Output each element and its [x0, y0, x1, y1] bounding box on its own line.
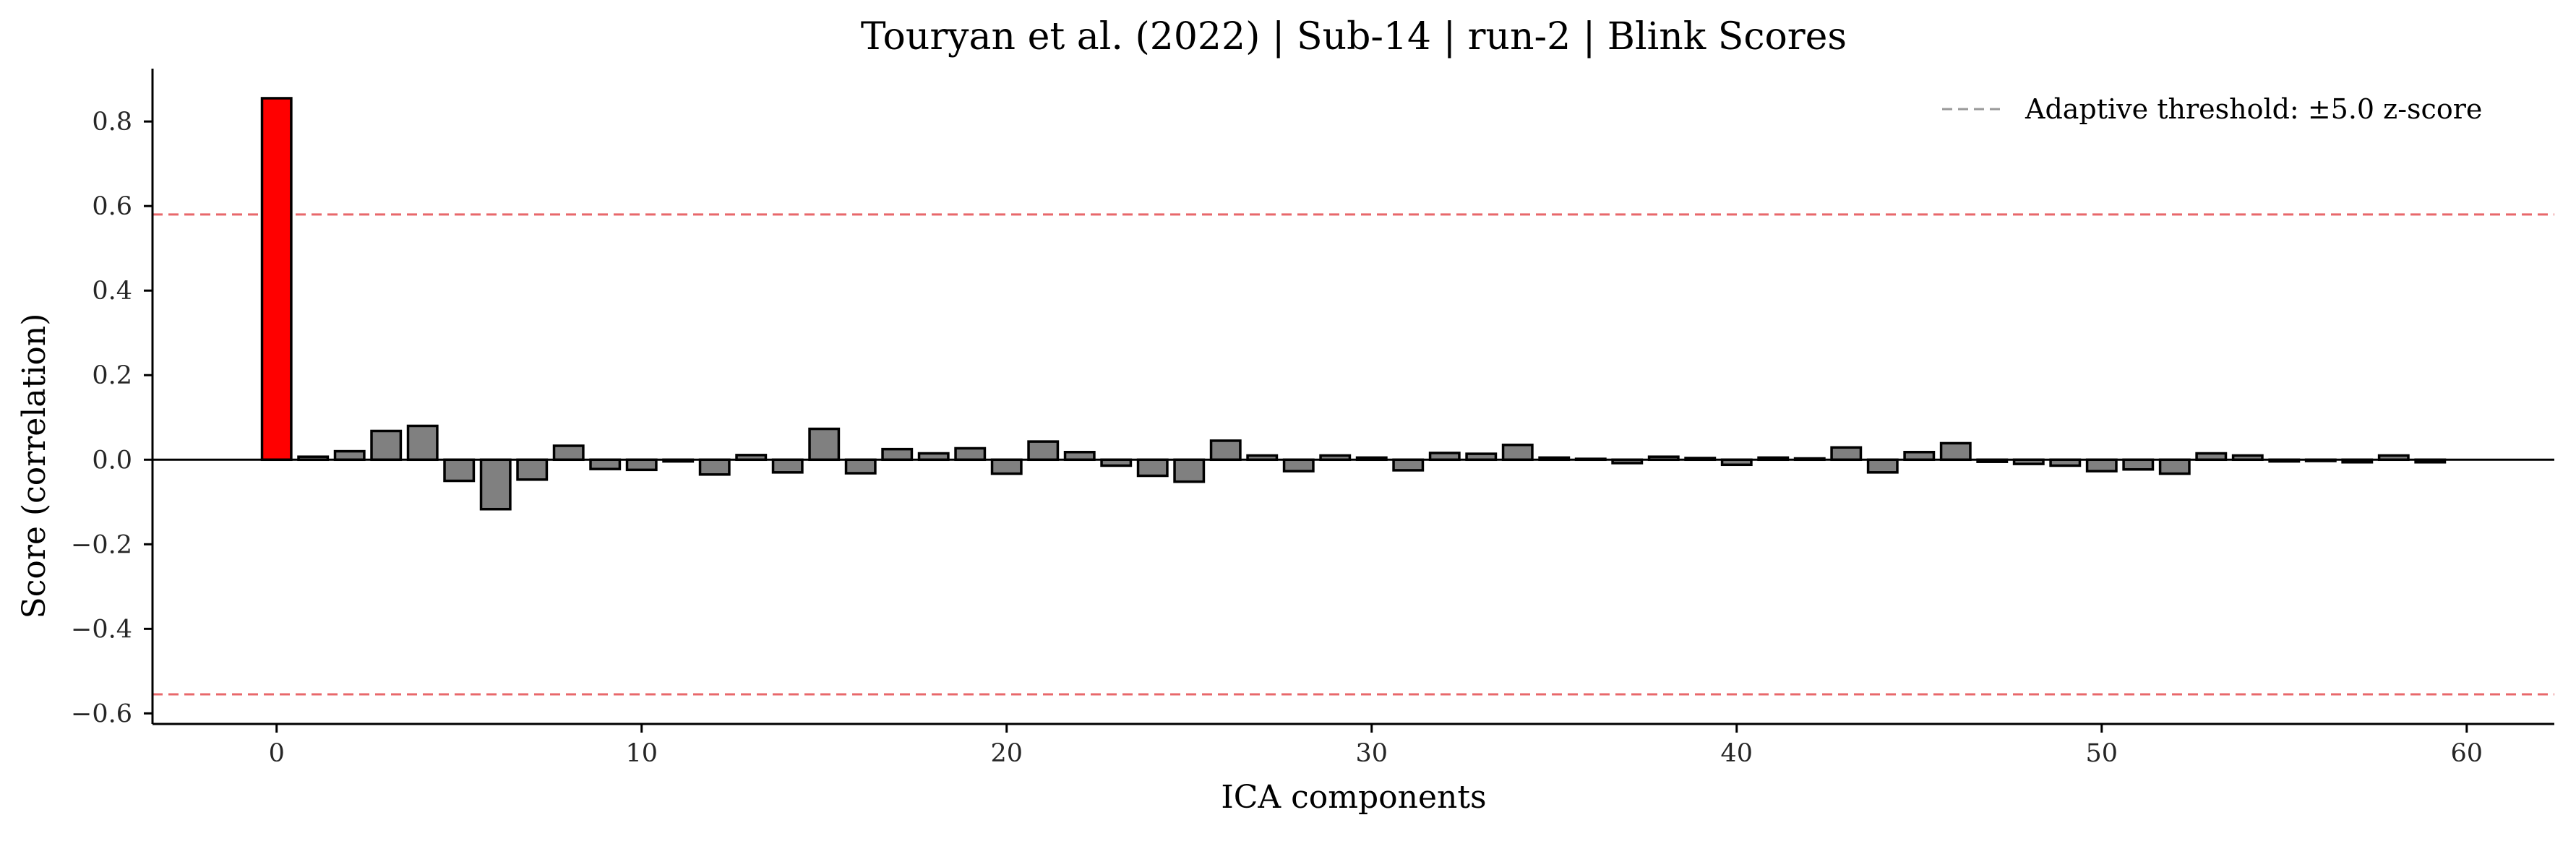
x-axis-label: ICA components	[1221, 779, 1486, 816]
bar-component-15	[808, 427, 841, 462]
x-tick-label: 50	[2086, 739, 2118, 768]
y-tick-label: 0.4	[92, 277, 132, 306]
bar-component-46	[1939, 441, 1972, 462]
x-tick-label: 0	[269, 739, 285, 768]
bar-component-25	[1173, 458, 1206, 483]
bar-component-16	[844, 458, 877, 475]
bar-component-17	[881, 447, 914, 462]
chart-title: Touryan et al. (2022) | Sub-14 | run-2 |…	[861, 15, 1847, 59]
y-tick-label: −0.2	[71, 530, 132, 559]
bar-component-44	[1866, 458, 1899, 474]
bar-component-19	[954, 447, 987, 462]
y-tick-label: 0.6	[92, 192, 132, 221]
bar-component-28	[1282, 458, 1315, 473]
bar-component-34	[1501, 444, 1534, 462]
plot-area: 0 10 20 30 40 50 60 −0.6 −0.4 −0.2 0.0 0.2 0.4 0.6 0.8	[71, 69, 2554, 768]
legend-threshold-label: Adaptive threshold: ±5.0 z-score	[2025, 93, 2482, 125]
bar-component-22	[1063, 450, 1096, 462]
legend: Adaptive threshold: ±5.0 z-score	[1942, 93, 2482, 125]
y-tick-label: 0.8	[92, 108, 132, 137]
bar-component-14	[771, 458, 804, 474]
x-tick-label: 10	[625, 739, 658, 768]
bar-component-12	[698, 458, 731, 476]
bar-component-20	[990, 458, 1023, 475]
bar-component-45	[1903, 450, 1936, 462]
y-tick-label: 0.0	[92, 446, 132, 475]
bar-component-31	[1392, 458, 1425, 472]
y-tick-label: −0.4	[71, 615, 132, 644]
y-axis-label: Score (correlation)	[16, 314, 53, 619]
bar-component-8	[552, 444, 585, 462]
x-tick-label: 30	[1355, 739, 1388, 768]
bar-component-50	[2085, 458, 2118, 473]
y-tick-label: −0.6	[71, 699, 132, 728]
bar-component-51	[2122, 458, 2155, 471]
bar-component-9	[589, 458, 622, 470]
x-tick-label: 20	[990, 739, 1023, 768]
bar-component-0-flagged	[260, 97, 293, 462]
bar-component-52	[2158, 458, 2191, 475]
x-tick-label: 40	[1720, 739, 1753, 768]
bar-component-5	[443, 458, 476, 483]
x-tick-label: 60	[2451, 739, 2483, 768]
bar-component-4	[406, 424, 439, 462]
bar-component-21	[1027, 440, 1060, 462]
bar-component-26	[1209, 439, 1242, 462]
bar-component-24	[1136, 458, 1169, 478]
bar-component-43	[1830, 446, 1863, 462]
bar-component-3	[370, 429, 403, 462]
bar-component-10	[625, 458, 658, 472]
bar-component-6	[479, 458, 512, 511]
bar-component-7	[516, 458, 549, 481]
bar-component-2	[333, 449, 366, 462]
y-tick-label: 0.2	[92, 361, 132, 390]
